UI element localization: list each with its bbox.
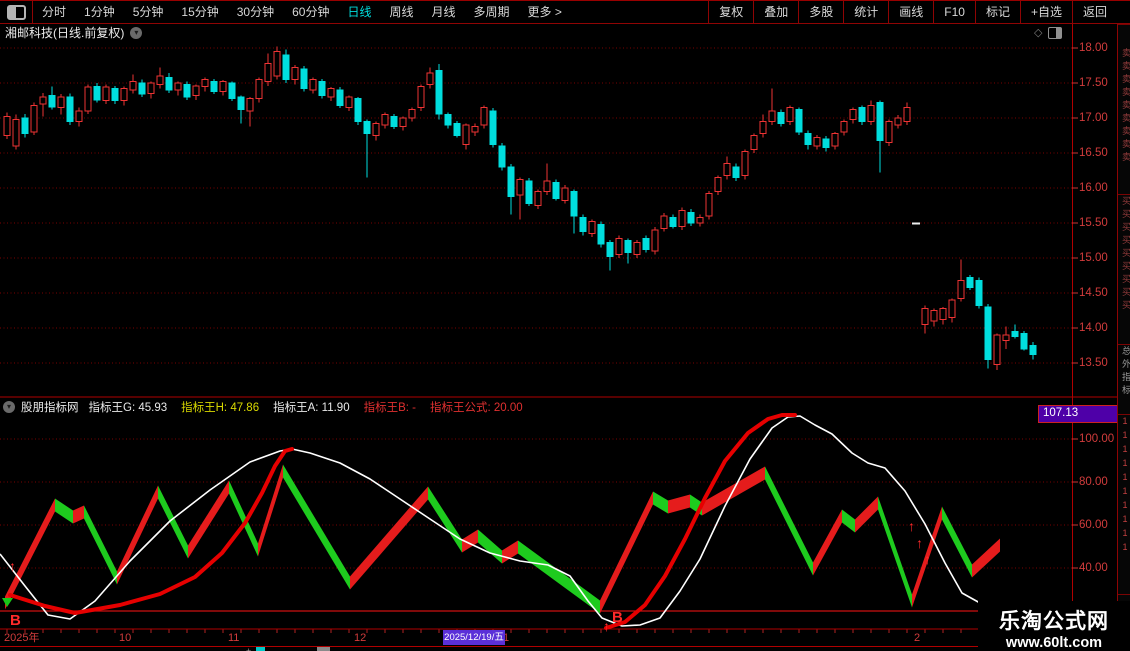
indicator-axis-label: 60.00: [1079, 519, 1108, 531]
date-axis-label: 10: [119, 632, 132, 644]
sidebar-toggle-icon[interactable]: [7, 4, 26, 20]
title-row: 湘邮科技(日线.前复权) ▾: [5, 25, 143, 40]
strip-separator: [1118, 344, 1130, 345]
price-axis-label: 13.50: [1079, 357, 1108, 369]
indicator-values: 指标王G: 45.93 指标王H: 47.86 指标王A: 11.90 指标王B: -…: [89, 399, 537, 415]
indicator-header: ▾ 股朋指标网 指标王G: 45.93 指标王H: 47.86 指标王A: 11.9…: [3, 399, 537, 414]
strip-separator: [1118, 594, 1130, 595]
period-tabs: 分时 1分钟 5分钟 15分钟 30分钟 60分钟 日线 周线 月线 多周期 更多 >: [33, 1, 571, 23]
indicator-field: 指标王H: 47.86: [181, 401, 260, 414]
indicator-axis-label: 40.00: [1079, 562, 1108, 574]
tab-日线[interactable]: 日线: [347, 5, 372, 19]
diamond-icon[interactable]: ◇: [1034, 27, 1043, 39]
strip-separator: [1118, 24, 1130, 25]
date-axis-label: 2: [914, 632, 921, 644]
indicator-field: 指标王B: -: [363, 401, 416, 414]
watermark-url: www.60lt.com: [1005, 635, 1103, 651]
svg-text:↑: ↑: [916, 535, 923, 551]
toolbar-divider: [32, 1, 33, 23]
price-axis-label: 16.00: [1079, 182, 1108, 194]
strip-separator: [1118, 194, 1130, 195]
tab-5分钟[interactable]: 5分钟: [132, 5, 164, 19]
date-axis-label: 12: [354, 632, 367, 644]
tab-1分钟[interactable]: 1分钟: [84, 5, 115, 19]
button-F10[interactable]: F10: [933, 1, 975, 23]
date-axis-label: 2025年: [4, 632, 40, 644]
right-edge-strip[interactable]: 卖卖卖卖卖卖卖卖卖 买买买买买买买买买总外指标 1111111111: [1117, 24, 1130, 651]
price-axis-label: 17.00: [1079, 112, 1108, 124]
indicator-field: 指标王A: 11.90: [273, 401, 350, 414]
cutoff-plus-mark: +: [246, 647, 251, 651]
svg-text:↑: ↑: [924, 551, 931, 567]
price-axis-label: 14.00: [1079, 322, 1108, 334]
price-axis-label: 18.00: [1079, 42, 1108, 54]
svg-text:↑: ↑: [9, 558, 16, 574]
svg-text:↑: ↑: [603, 618, 610, 634]
indicator-top-value-badge: 107.13: [1038, 405, 1120, 423]
indicator-source: 股朋指标网: [21, 401, 79, 414]
strip-clipped-text: 总外指标: [1121, 346, 1130, 398]
indicator-axis-label: 100.00: [1079, 433, 1115, 445]
selected-date-badge: 2025/12/19/五: [443, 630, 505, 645]
button-返回[interactable]: 返回: [1071, 1, 1117, 23]
strip-clipped-text: 买买买买买买买买买: [1121, 196, 1130, 313]
svg-text:↑: ↑: [908, 518, 915, 534]
button-多股[interactable]: 多股: [798, 1, 843, 23]
price-axis-label: 17.50: [1079, 77, 1108, 89]
button-+自选[interactable]: +自选: [1019, 1, 1072, 23]
strip-clipped-text: 1111111111: [1120, 416, 1130, 556]
button-复权[interactable]: 复权: [708, 1, 753, 23]
stock-title: 湘邮科技(日线.前复权): [5, 26, 125, 40]
tab-30分钟[interactable]: 30分钟: [236, 5, 275, 19]
tab-60分钟[interactable]: 60分钟: [292, 5, 330, 19]
collapse-indicator-icon[interactable]: ▾: [3, 400, 15, 413]
cutoff-cyan-mark: [256, 647, 265, 651]
panel-layout-icon[interactable]: [1048, 26, 1063, 39]
tab-月线[interactable]: 月线: [431, 5, 456, 19]
price-axis-label: 14.50: [1079, 287, 1108, 299]
tab-分时[interactable]: 分时: [42, 5, 67, 19]
indicator-field: 指标王公式: 20.00: [430, 401, 523, 414]
tab-15分钟[interactable]: 15分钟: [181, 5, 219, 19]
indicator-axis-label: 80.00: [1079, 476, 1108, 488]
button-统计[interactable]: 统计: [843, 1, 888, 23]
strip-clipped-text: 卖卖卖卖卖卖卖卖卖: [1121, 48, 1130, 165]
top-toolbar: 分时 1分钟 5分钟 15分钟 30分钟 60分钟 日线 周线 月线 多周期 更多 > 复权 叠加 多股…: [0, 1, 1130, 24]
strip-separator: [1118, 414, 1130, 415]
date-axis-label: 1: [503, 632, 510, 644]
toolbar-actions: 复权 叠加 多股 统计 画线 F10 标记 +自选 返回: [708, 1, 1117, 23]
price-axis-label: 16.50: [1079, 147, 1108, 159]
button-画线[interactable]: 画线: [888, 1, 933, 23]
svg-text:B: B: [612, 609, 623, 626]
tab-更多 >[interactable]: 更多 >: [527, 5, 562, 19]
tab-多周期[interactable]: 多周期: [473, 5, 510, 19]
price-axis-label: 15.00: [1079, 252, 1108, 264]
price-axis-label: 15.50: [1079, 217, 1108, 229]
tab-周线[interactable]: 周线: [389, 5, 414, 19]
watermark: 乐淘公式网 www.60lt.com: [978, 601, 1130, 651]
indicator-field: 指标王G: 45.93: [88, 401, 168, 414]
button-叠加[interactable]: 叠加: [753, 1, 798, 23]
date-axis-label: 11: [228, 632, 240, 644]
chevron-down-icon[interactable]: ▾: [130, 26, 143, 39]
bottom-cutoff-row: +: [0, 647, 1130, 651]
cutoff-gray-mark: [317, 647, 330, 651]
watermark-site-name: 乐淘公式网: [999, 610, 1109, 633]
chart-corner-icons: ◇: [1034, 26, 1063, 39]
svg-text:B: B: [10, 612, 21, 629]
button-标记[interactable]: 标记: [974, 1, 1020, 23]
